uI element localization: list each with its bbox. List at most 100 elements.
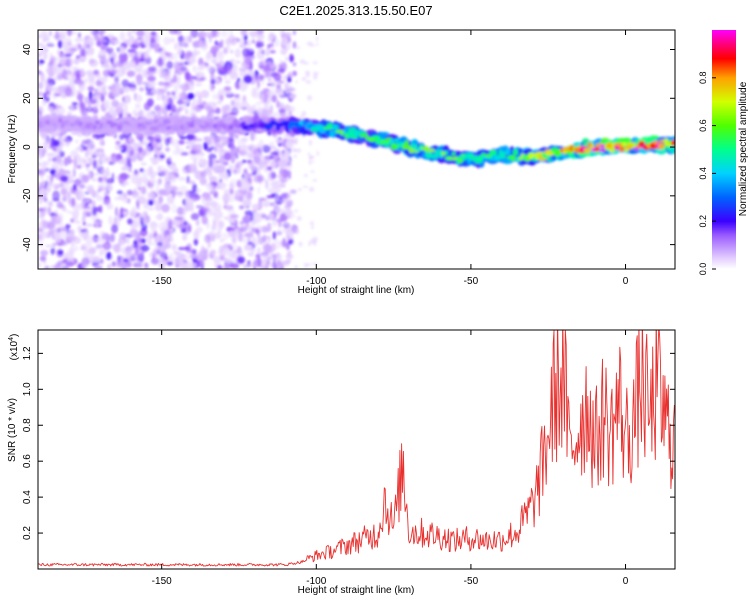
noise-speckle (250, 212, 254, 222)
noise-speckle (251, 203, 260, 210)
noise-speckle (271, 220, 278, 227)
noise-speckle (108, 215, 113, 225)
snr-frame (37, 329, 676, 570)
noise-speckle (214, 207, 221, 216)
ridge-core (58, 117, 63, 123)
noise-speckle (146, 192, 156, 199)
noise-speckle (102, 90, 108, 96)
noise-speckle (217, 44, 224, 48)
noise-speckle (163, 81, 170, 86)
noise-speckle (190, 30, 199, 38)
noise-speckle (184, 246, 191, 251)
noise-speckle (186, 175, 190, 184)
noise-speckle (310, 170, 315, 173)
noise-speckle (237, 256, 245, 264)
noise-speckle (209, 190, 218, 195)
noise-speckle (229, 182, 235, 192)
noise-speckle (158, 88, 168, 94)
noise-speckle (73, 245, 79, 252)
noise-speckle (66, 49, 71, 55)
noise-speckle (117, 159, 125, 164)
noise-speckle (115, 140, 121, 146)
noise-speckle (127, 49, 136, 53)
ridge-core (394, 138, 399, 143)
noise-speckle (58, 213, 64, 222)
noise-speckle (123, 265, 127, 269)
noise-speckle (154, 236, 158, 243)
noise-speckle (215, 141, 220, 148)
noise-speckle (216, 64, 224, 72)
noise-speckle (277, 68, 286, 73)
noise-speckle (159, 154, 165, 159)
snr-x-ticks: -150 -100 -50 0 (152, 330, 629, 587)
noise-speckle (138, 110, 143, 119)
noise-speckle (76, 93, 84, 102)
noise-speckle (228, 230, 235, 238)
noise-speckle (65, 224, 71, 229)
noise-speckle (60, 226, 66, 232)
noise-speckle (179, 185, 188, 195)
noise-speckle (220, 39, 224, 45)
noise-speckle (102, 241, 112, 251)
noise-speckle (126, 70, 136, 77)
noise-speckle (97, 165, 102, 169)
noise-speckle (177, 62, 186, 66)
noise-speckle (54, 263, 61, 269)
noise-speckle (93, 88, 99, 94)
noise-speckle (230, 100, 236, 106)
noise-speckle (42, 250, 48, 255)
noise-speckle (46, 234, 51, 238)
ridge-core (39, 122, 47, 127)
noise-speckle (206, 65, 214, 73)
noise-speckle (169, 252, 173, 261)
noise-speckle (195, 83, 203, 87)
noise-speckle (123, 211, 128, 216)
noise-speckle (231, 70, 238, 78)
noise-speckle (75, 146, 83, 152)
noise-speckle (93, 159, 97, 169)
noise-speckle (207, 173, 213, 178)
noise-speckle (315, 35, 319, 42)
noise-speckle (292, 62, 297, 67)
noise-speckle (208, 230, 216, 236)
noise-speckle (205, 55, 212, 62)
ridge-core (500, 153, 506, 159)
noise-speckle (94, 153, 102, 157)
ridge-core (342, 130, 347, 135)
noise-speckle (273, 72, 282, 82)
noise-speckle (305, 80, 312, 84)
noise-speckle (83, 36, 89, 46)
noise-speckle (210, 71, 215, 80)
noise-speckle (187, 35, 193, 43)
noise-speckle (58, 105, 62, 109)
noise-speckle (97, 157, 103, 161)
noise-speckle (214, 40, 218, 46)
noise-speckle (101, 180, 107, 191)
noise-speckle (39, 212, 43, 218)
noise-speckle (267, 212, 275, 221)
noise-speckle (193, 158, 198, 167)
noise-speckle (158, 81, 165, 86)
noise-speckle (274, 193, 279, 202)
noise-speckle (84, 241, 92, 251)
noise-speckle (134, 169, 139, 176)
noise-speckle (111, 99, 120, 108)
noise-speckle (299, 115, 304, 120)
noise-speckle (74, 37, 84, 43)
noise-speckle (289, 189, 297, 194)
noise-speckle (154, 132, 161, 138)
noise-speckle (91, 200, 96, 208)
noise-speckle (121, 79, 129, 88)
noise-speckle (307, 95, 313, 101)
noise-speckle (284, 203, 292, 210)
noise-speckle (232, 169, 238, 175)
noise-speckle (91, 178, 98, 182)
noise-speckle (86, 184, 95, 191)
noise-speckle (257, 161, 266, 167)
noise-speckle (176, 100, 186, 104)
noise-speckle (38, 71, 44, 76)
x-tick-label: -50 (464, 576, 479, 587)
noise-speckle (287, 194, 291, 199)
noise-speckle (216, 100, 223, 105)
noise-speckle (286, 87, 296, 92)
